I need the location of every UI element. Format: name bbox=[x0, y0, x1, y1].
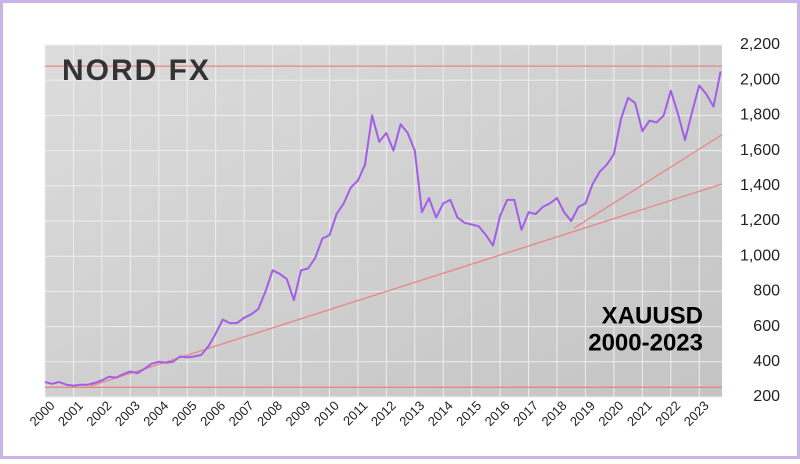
y-tick-label: 2,000 bbox=[740, 71, 780, 88]
trend-line bbox=[573, 134, 723, 229]
y-tick-label: 1,800 bbox=[740, 107, 780, 124]
y-tick-label: 1,400 bbox=[740, 177, 780, 194]
price-line bbox=[44, 71, 722, 387]
trend-line bbox=[90, 183, 723, 387]
y-tick-label: 1,200 bbox=[740, 212, 780, 229]
y-tick-label: 2,200 bbox=[740, 36, 780, 53]
y-tick-label: 400 bbox=[753, 353, 780, 370]
y-tick-label: 1,000 bbox=[740, 247, 780, 264]
logo: NORD FX bbox=[62, 54, 211, 87]
y-tick-label: 200 bbox=[753, 388, 780, 405]
y-tick-label: 800 bbox=[753, 283, 780, 300]
y-tick-label: 600 bbox=[753, 318, 780, 335]
y-tick-label: 1,600 bbox=[740, 142, 780, 159]
annotation: 2000-2023 bbox=[588, 329, 703, 356]
annotation: XAUUSD bbox=[602, 302, 703, 329]
